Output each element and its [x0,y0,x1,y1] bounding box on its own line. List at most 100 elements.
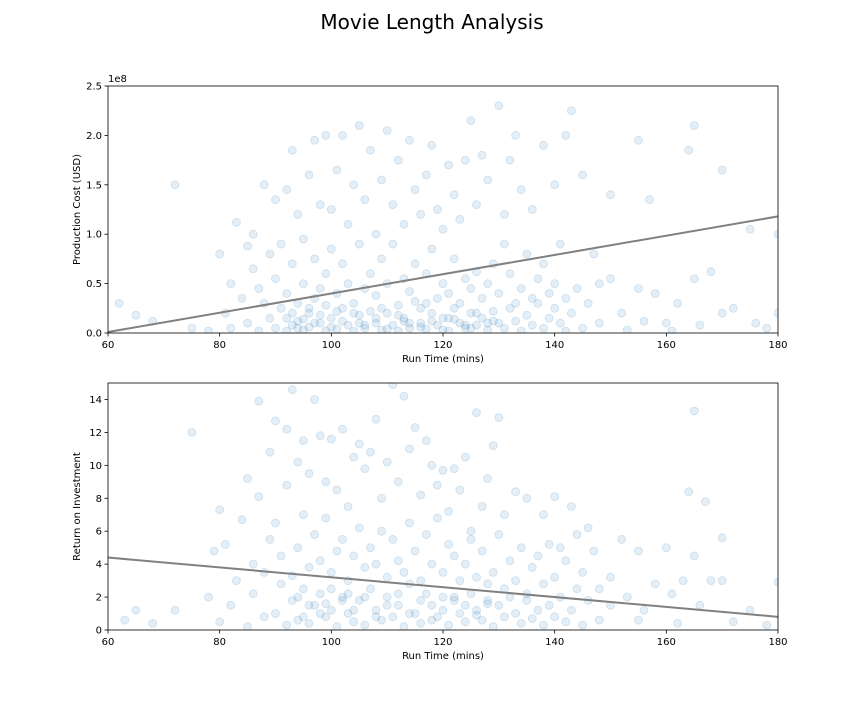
cost-point [365,306,375,316]
roi-point [511,576,520,585]
cost-point [382,324,392,333]
cost-point [265,249,275,259]
roi-point [650,579,660,589]
cost-point [717,165,727,175]
roi-point [399,622,409,630]
roi-point [444,540,454,549]
roi-point [388,612,398,622]
cost-point [226,279,236,289]
roi-point [488,441,498,451]
roi-point [472,572,481,582]
roi-point [276,579,286,589]
roi-point [477,546,487,556]
roi-point [360,464,370,474]
cost-point [567,106,576,116]
roi-point [393,477,403,487]
cost-point [265,313,275,323]
cost-point [304,170,314,180]
cost-ytick-label: 2.5 [86,82,102,93]
cost-point [449,303,459,313]
roi-point [494,413,504,423]
roi-point [472,610,481,620]
cost-point [494,289,504,298]
roi-point [717,576,727,585]
roi-x-axis-label: Run Time (mins) [402,651,484,662]
cost-point [377,175,387,185]
roi-point [701,497,710,507]
cost-point [583,298,593,308]
roi-point [572,584,582,594]
cost-point [371,318,381,328]
roi-point [354,596,364,605]
roi-point [466,526,476,536]
roi-point [550,612,560,622]
cost-xtick-label: 180 [768,340,787,351]
roi-point [695,600,705,610]
cost-point [399,219,409,229]
cost-point [254,326,264,333]
cost-point [114,298,124,308]
roi-point [432,612,442,622]
cost-point [360,195,370,205]
roi-point [410,546,420,556]
roi-point [254,492,264,502]
roi-point [494,530,504,539]
roi-ytick-label: 14 [89,395,102,406]
cost-point [477,150,487,160]
roi-point [617,535,627,544]
roi-point [483,599,493,609]
cost-point [393,310,403,320]
roi-point [667,589,677,599]
cost-point [567,308,576,318]
cost-points [114,101,778,333]
cost-point [438,313,448,323]
roi-point [377,615,387,625]
cost-point [622,325,632,333]
roi-point [432,480,442,490]
cost-point [561,293,571,303]
cost-point [695,320,705,330]
roi-point [215,617,225,627]
cost-point [427,308,437,318]
cost-point [315,318,325,328]
cost-point [315,310,325,320]
roi-point [522,596,532,605]
roi-ytick-label: 6 [96,527,102,538]
roi-point [282,480,292,490]
cost-point [773,229,778,239]
roi-point [488,622,498,630]
cost-point [455,318,465,328]
cost-point [259,180,269,190]
cost-point [533,274,543,284]
roi-point [365,447,375,457]
roi-point [304,619,314,628]
cost-point [405,135,414,145]
roi-point [332,622,342,630]
cost-point [449,190,459,200]
cost-point [338,259,347,269]
roi-point [460,452,470,462]
cost-y-offset-label: 1e8 [108,74,127,85]
cost-point [661,318,671,328]
roi-points [120,383,778,630]
roi-point [773,577,778,587]
cost-point [405,323,414,333]
roi-point [287,596,297,605]
roi-point [399,391,409,401]
cost-point [606,274,615,284]
cost-point [449,254,459,264]
cost-point [187,323,197,333]
cost-point [388,239,398,249]
cost-point [650,289,660,298]
roi-point [444,506,454,516]
cost-xtick-label: 140 [545,340,564,351]
roi-point [438,605,448,615]
roi-point [321,513,331,523]
cost-ytick-label: 1.5 [86,180,102,191]
roi-point [354,523,364,533]
roi-point [583,523,593,533]
cost-point [282,289,292,298]
roi-point [393,589,403,599]
roi-point [745,605,755,615]
cost-point [304,322,314,332]
